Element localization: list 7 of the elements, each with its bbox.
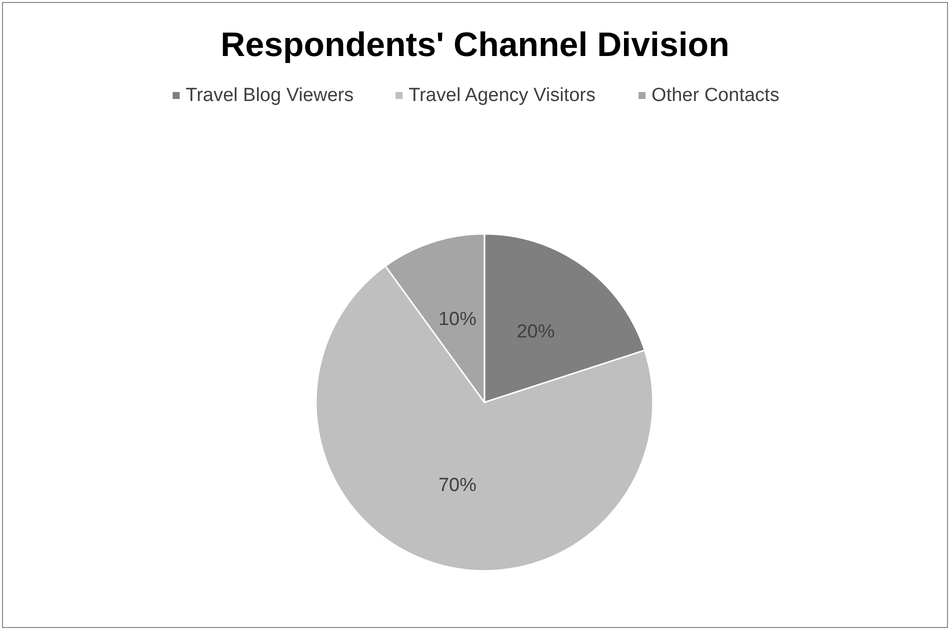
- chart-title: Respondents' Channel Division: [220, 26, 730, 64]
- legend-label: Travel Blog Viewers: [186, 85, 354, 106]
- data-label: 70%: [438, 474, 477, 496]
- data-label: 20%: [516, 321, 555, 342]
- legend-label: Other Contacts: [652, 85, 780, 106]
- data-label: 10%: [438, 308, 477, 330]
- legend-label: Travel Agency Visitors: [408, 85, 596, 106]
